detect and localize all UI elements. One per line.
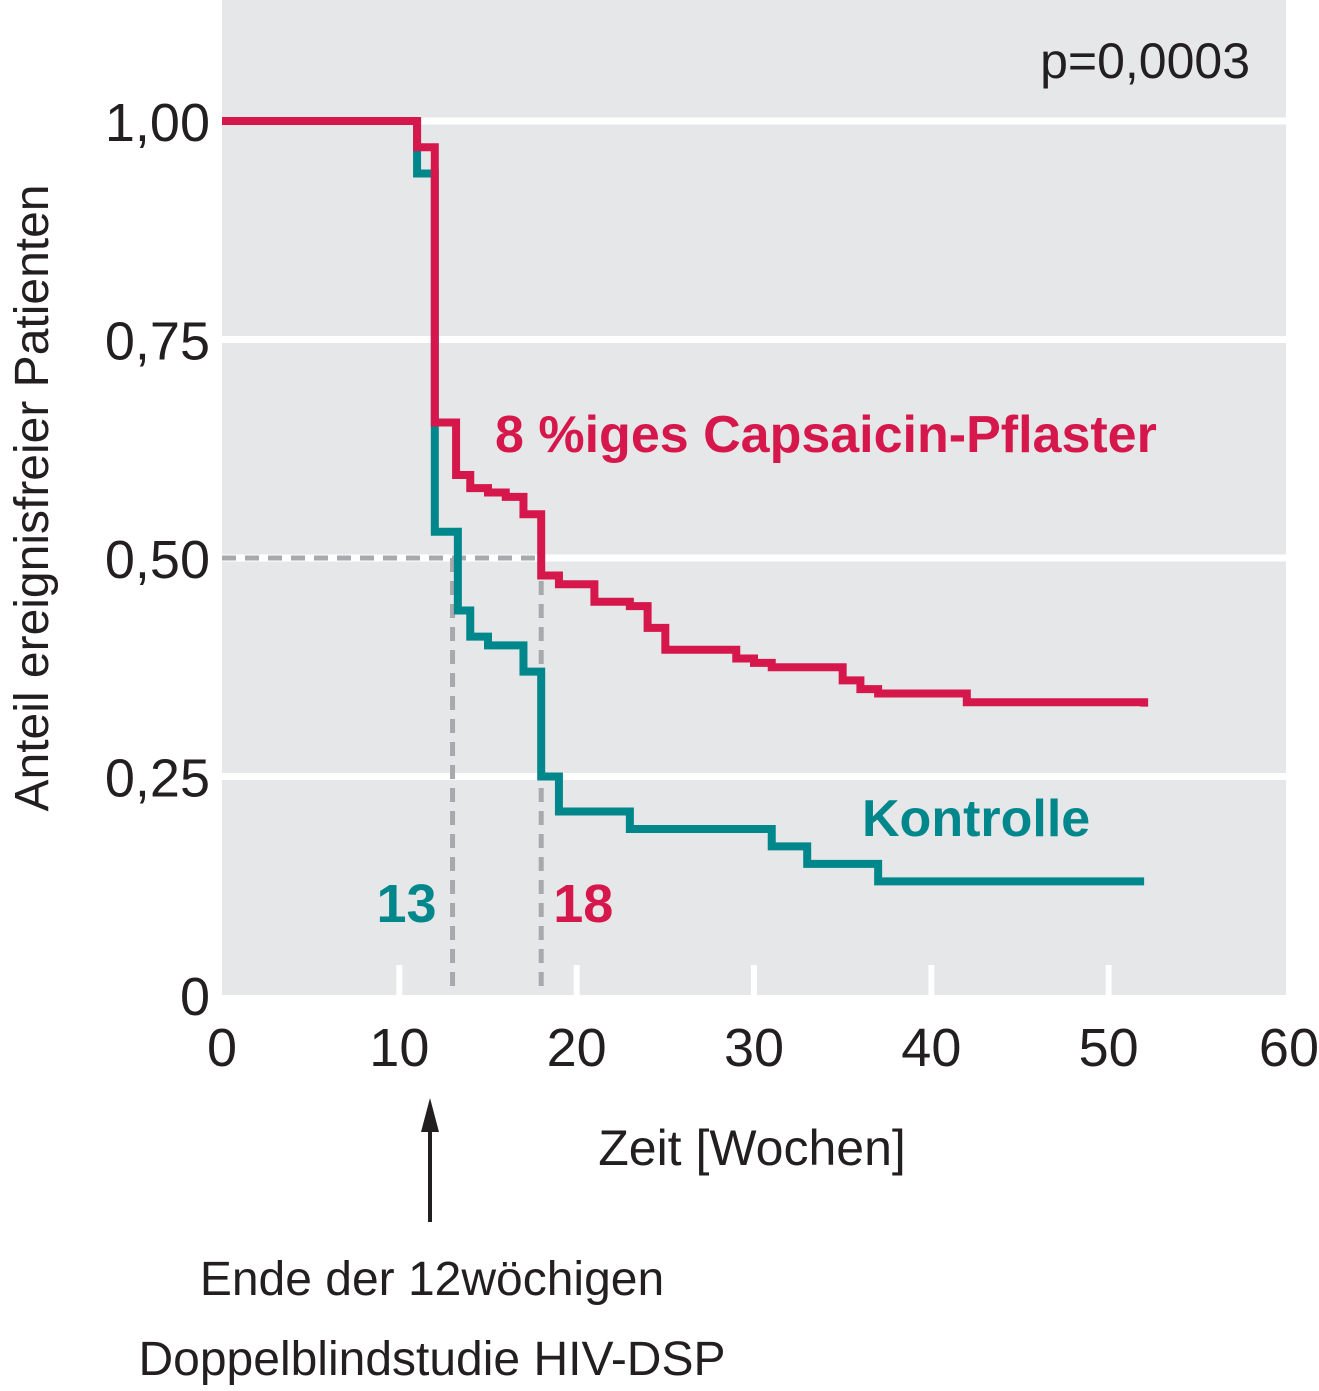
x-axis-label: Zeit [Wochen]	[598, 1120, 906, 1176]
y-tick-labels: 0 0,25 0,50 0,75 1,00	[105, 93, 210, 1027]
x-tick-label-30: 30	[724, 1018, 784, 1078]
series-line-8-iges-capsaicin-pflaster	[222, 117, 1149, 707]
annotation-arrow	[421, 1098, 439, 1222]
series-label-capsaicin: 8 %iges Capsaicin-Pflaster	[495, 406, 1157, 464]
annotation-line-2: Doppelblindstudie HIV-DSP	[139, 1333, 726, 1386]
plot-background	[222, 0, 1286, 995]
x-tick-label-40: 40	[901, 1018, 961, 1078]
annotation-line-1: Ende der 12wöchigen	[200, 1253, 664, 1306]
y-axis-label: Anteil ereignisfreier Patienten	[6, 184, 59, 811]
x-tick-label-50: 50	[1079, 1018, 1139, 1078]
x-tick-label-60: 60	[1259, 1018, 1319, 1078]
median-label-13: 13	[376, 874, 436, 934]
y-tick-label-0,25: 0,25	[105, 749, 210, 809]
x-tick-label-10: 10	[369, 1018, 429, 1078]
median-label-18: 18	[553, 874, 613, 934]
y-tick-label-0: 0	[180, 967, 210, 1027]
x-tick-marks	[396, 965, 1112, 995]
series-line-kontrolle	[222, 117, 1145, 886]
y-tick-label-0,75: 0,75	[105, 312, 210, 372]
series-label-kontrolle: Kontrolle	[862, 790, 1090, 848]
series-layer	[222, 117, 1149, 886]
p-value-label: p=0,0003	[1040, 33, 1250, 89]
x-tick-label-20: 20	[547, 1018, 607, 1078]
x-tick-labels: 0 10 20 30 40 50 60	[207, 1018, 1319, 1078]
y-tick-label-0,50: 0,50	[105, 530, 210, 590]
y-tick-label-1,00: 1,00	[105, 93, 210, 153]
median-labels: 13 18	[376, 874, 613, 934]
x-tick-label-0: 0	[207, 1018, 237, 1078]
